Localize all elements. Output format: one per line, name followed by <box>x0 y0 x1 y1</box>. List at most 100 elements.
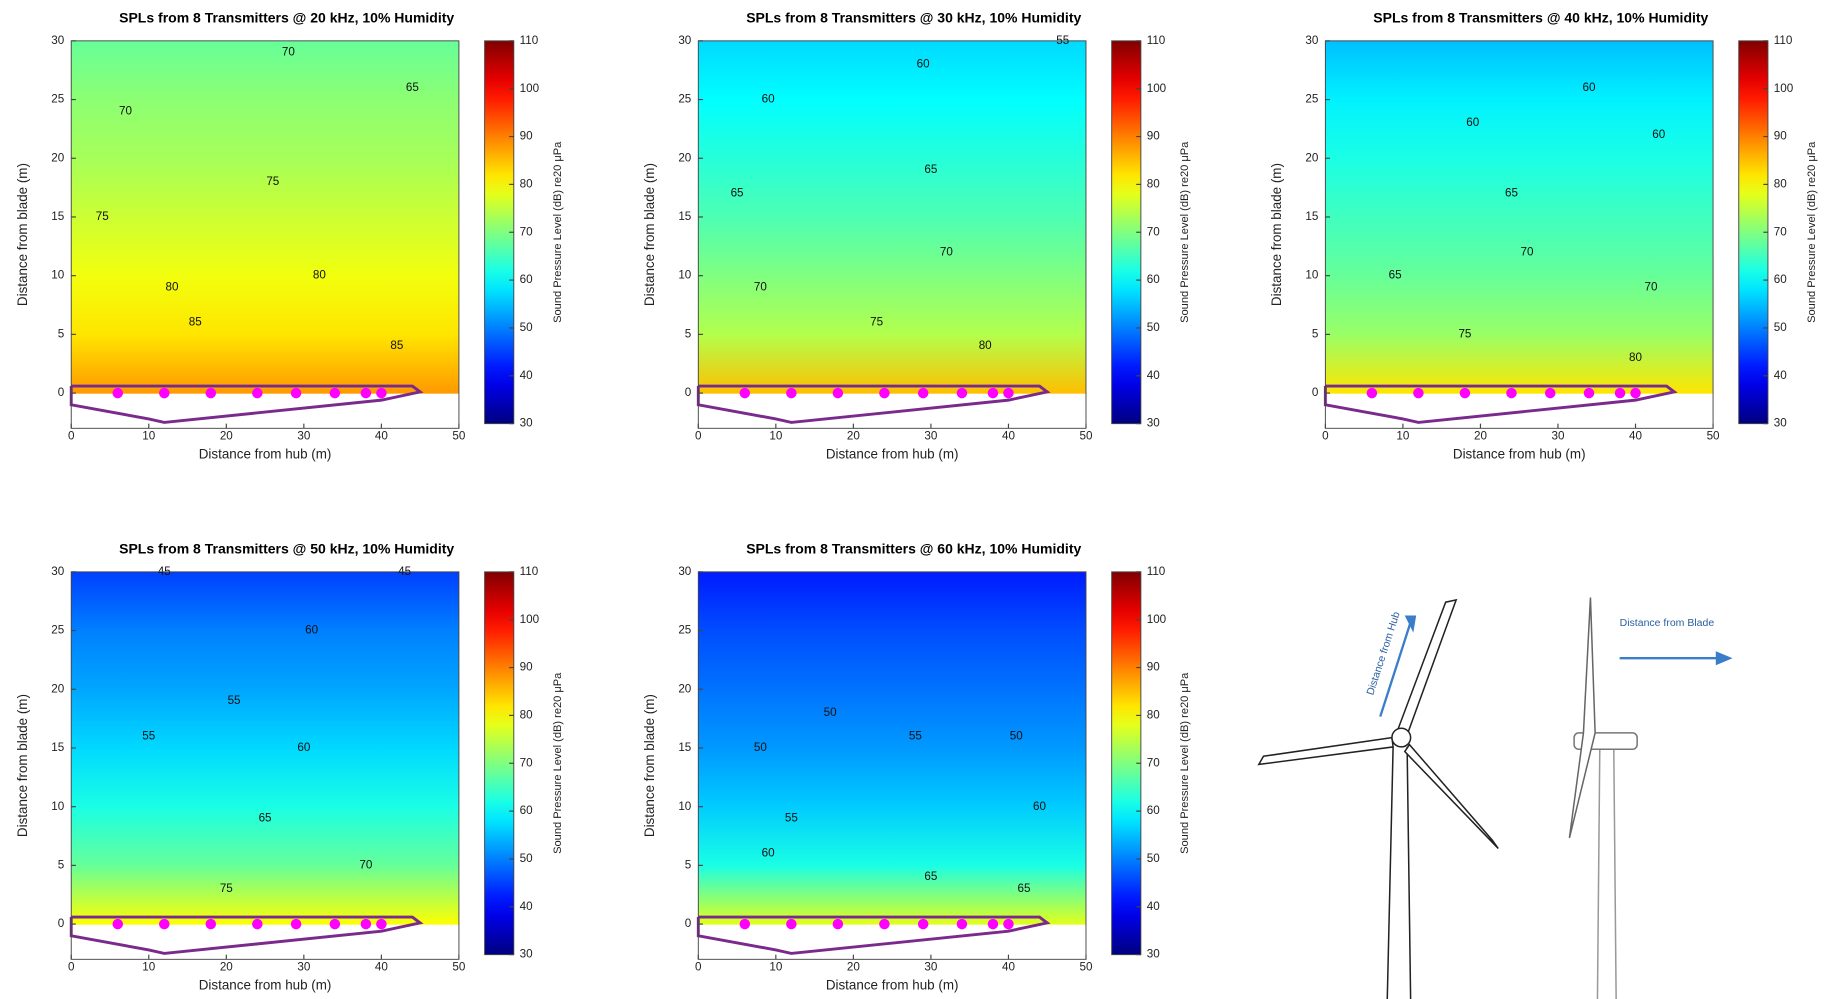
transmitter <box>360 387 372 399</box>
y-tick-label: 5 <box>685 327 691 340</box>
y-tick-label: 5 <box>58 858 64 871</box>
colorbar-tick-label: 100 <box>1147 82 1167 95</box>
transmitter <box>917 918 929 930</box>
blade <box>1257 736 1394 766</box>
plot-frame <box>70 571 460 960</box>
transmitter <box>1003 918 1014 930</box>
colorbar-tick-label: 70 <box>1147 225 1160 238</box>
x-tick-label: 0 <box>695 430 702 443</box>
x-tick-label: 10 <box>142 961 155 974</box>
contour-label: 75 <box>266 175 279 188</box>
colorbar-tick-label: 90 <box>1774 130 1787 143</box>
transmitter <box>786 918 797 930</box>
contour-label: 80 <box>1629 351 1642 364</box>
spl-band <box>71 158 459 218</box>
chart-title: SPLs from 8 Transmitters @ 40 kHz, 10% H… <box>1373 9 1708 25</box>
x-tick-label: 50 <box>452 961 465 974</box>
y-tick-label: 0 <box>58 917 65 930</box>
x-tick-label: 0 <box>1322 430 1329 443</box>
x-tick-label: 40 <box>1002 961 1015 974</box>
spl-band <box>71 747 459 808</box>
spl-band <box>698 571 1086 632</box>
colorbar <box>484 40 515 425</box>
colorbar-tick-label: 70 <box>520 756 533 769</box>
transmitter <box>786 387 797 399</box>
x-tick-label: 30 <box>297 430 310 443</box>
transmitter <box>739 387 751 399</box>
transmitter <box>956 918 968 930</box>
colorbar-tick-label: 100 <box>520 82 540 95</box>
spl-band <box>698 865 1086 925</box>
x-tick-label: 20 <box>220 430 233 443</box>
x-tick-label: 10 <box>142 430 155 443</box>
y-tick-label: 30 <box>51 565 64 578</box>
contour-label: 50 <box>824 706 837 719</box>
transmitter <box>832 918 844 930</box>
colorbar-tick-label: 60 <box>1774 273 1787 286</box>
transmitter <box>159 918 170 930</box>
transmitter <box>832 387 844 399</box>
y-axis-label: Distance from blade (m) <box>15 694 30 837</box>
spl-band <box>71 806 459 866</box>
transmitter <box>252 387 263 399</box>
blade <box>1568 597 1596 839</box>
x-tick-label: 10 <box>769 961 782 974</box>
spl-band <box>698 158 1086 218</box>
x-tick-label: 40 <box>1629 430 1642 443</box>
x-tick-label: 0 <box>68 961 75 974</box>
spl-band <box>698 806 1086 866</box>
transmitter <box>1544 387 1556 399</box>
spl-band <box>698 40 1086 101</box>
x-tick-label: 10 <box>1396 430 1409 443</box>
transmitter <box>112 387 124 399</box>
y-tick-label: 10 <box>1305 269 1318 282</box>
y-tick-label: 20 <box>678 151 691 164</box>
chart-title: SPLs from 8 Transmitters @ 20 kHz, 10% H… <box>119 9 454 25</box>
y-tick-label: 20 <box>1305 151 1318 164</box>
y-tick-label: 15 <box>678 210 691 223</box>
x-tick-label: 30 <box>1551 430 1564 443</box>
y-tick-label: 10 <box>678 269 691 282</box>
x-tick-label: 50 <box>452 430 465 443</box>
transmitter <box>329 918 341 930</box>
transmitter <box>1506 387 1517 399</box>
contour-label: 85 <box>390 339 403 352</box>
contour-label: 75 <box>870 316 883 329</box>
colorbar <box>1111 40 1142 425</box>
colorbar-tick-label: 30 <box>1147 417 1160 430</box>
colorbar-tick-label: 60 <box>520 804 533 817</box>
colorbar-tick-label: 40 <box>1147 900 1160 913</box>
contour-label: 65 <box>1505 187 1518 200</box>
spl-band <box>1325 158 1714 218</box>
contour-label: 65 <box>259 812 272 825</box>
y-axis-label: Distance from blade (m) <box>15 163 30 306</box>
spl-band <box>71 630 459 690</box>
contour-label: 75 <box>1458 327 1471 340</box>
x-axis-label: Distance from hub (m) <box>826 978 959 993</box>
colorbar-tick-label: 110 <box>1774 34 1793 47</box>
contour-label: 75 <box>96 210 109 223</box>
colorbar-tick-label: 80 <box>520 177 533 190</box>
x-tick-label: 50 <box>1080 430 1093 443</box>
y-tick-label: 25 <box>51 624 64 637</box>
arrowhead <box>1404 615 1417 633</box>
transmitter <box>1003 387 1014 399</box>
colorbar-tick-label: 40 <box>520 369 533 382</box>
spl-band <box>1325 99 1714 159</box>
x-tick-label: 20 <box>847 430 860 443</box>
transmitter <box>739 918 751 930</box>
contour-label: 60 <box>762 93 775 106</box>
y-tick-label: 30 <box>51 34 64 47</box>
y-tick-label: 30 <box>678 34 691 47</box>
y-tick-label: 15 <box>51 210 64 223</box>
blade-outline <box>69 915 424 955</box>
spl-band <box>1325 40 1714 101</box>
y-tick-label: 5 <box>685 858 691 871</box>
x-axis-label: Distance from hub (m) <box>199 978 332 993</box>
y-tick-label: 0 <box>685 386 692 399</box>
blade <box>1403 743 1499 849</box>
colorbar-tick-label: 80 <box>520 708 533 721</box>
x-axis-label: Distance from hub (m) <box>826 447 959 462</box>
transmitter <box>205 918 217 930</box>
spl-band <box>698 630 1086 690</box>
